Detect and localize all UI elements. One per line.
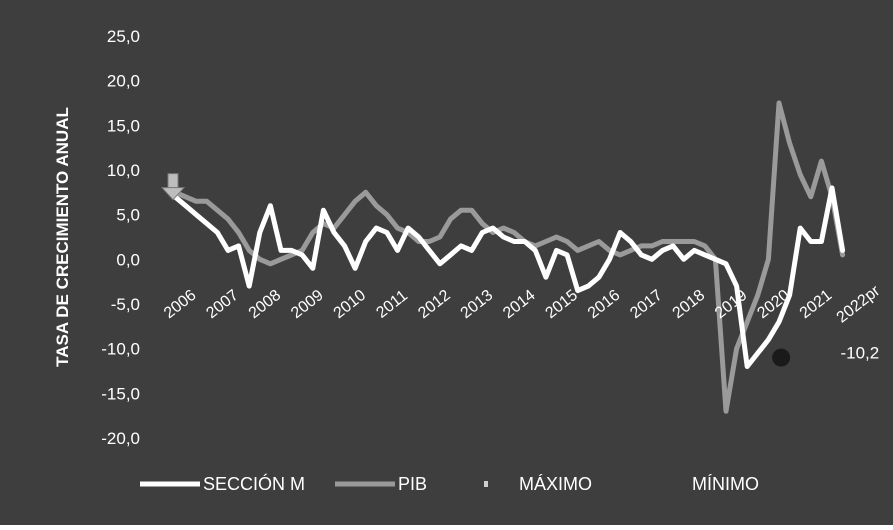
y-tick-label: -10,0 <box>101 340 140 359</box>
y-tick-label: 10,0 <box>107 161 140 180</box>
minimum-marker <box>772 348 791 367</box>
data-label: -10,2 <box>840 343 879 362</box>
y-axis-label: TASA DE CRECIMIENTO ANUAL <box>53 107 72 367</box>
y-tick-label: 5,0 <box>116 206 140 225</box>
legend: SECCIÓN M PIB MÁXIMO MÍNIMO <box>140 473 759 494</box>
legend-label-maximo: MÁXIMO <box>519 474 592 494</box>
y-tick-label: -15,0 <box>101 384 140 403</box>
y-tick-label: -5,0 <box>111 295 140 314</box>
y-tick-label: 20,0 <box>107 72 140 91</box>
y-tick-label: -20,0 <box>101 429 140 448</box>
maximum-marker-arrow <box>160 187 186 201</box>
legend-label-pib: PIB <box>398 474 427 494</box>
maximum-marker-body <box>167 173 179 189</box>
annotations: -10,2 <box>840 343 879 362</box>
seccion-m-line <box>172 185 846 369</box>
max-min-markers <box>160 173 791 367</box>
legend-label-seccion-m: SECCIÓN M <box>203 473 305 494</box>
legend-swatch-maximo <box>484 481 488 487</box>
y-axis-ticks: 25,0 20,0 15,0 10,0 5,0 0,0 -5,0 -10,0 -15,0 -20,… <box>101 27 140 448</box>
y-tick-label: 25,0 <box>107 27 140 46</box>
legend-label-minimo: MÍNIMO <box>692 474 759 494</box>
series-layer <box>172 100 846 414</box>
y-tick-label: 15,0 <box>107 116 140 135</box>
y-tick-label: 0,0 <box>116 250 140 269</box>
pib-line <box>172 100 846 414</box>
